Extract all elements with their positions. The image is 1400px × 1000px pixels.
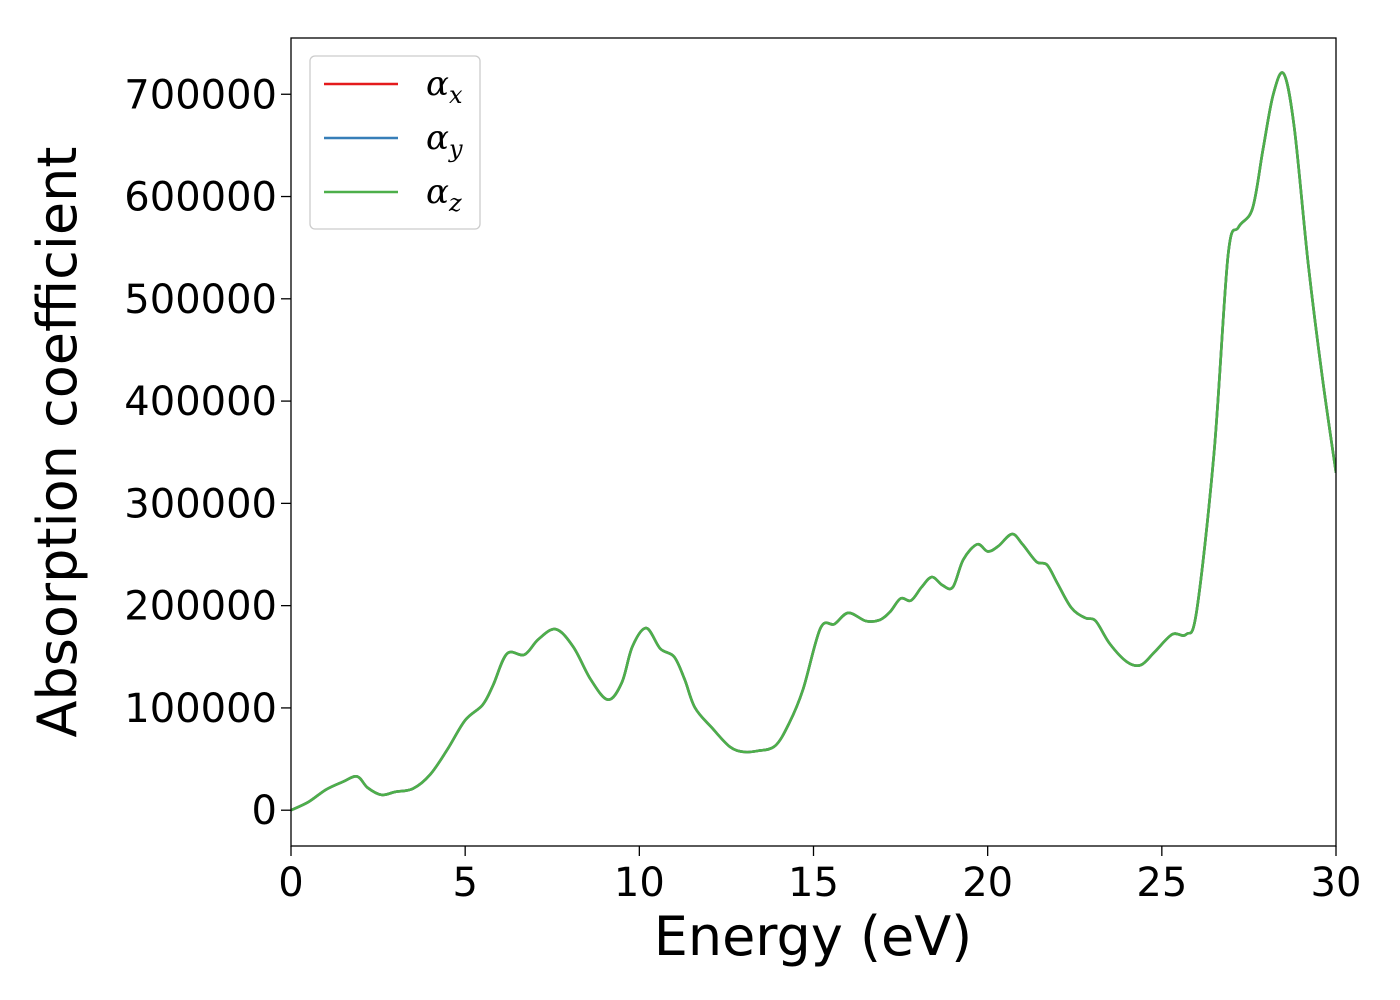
x-tick-label: 15 <box>788 860 839 906</box>
y-tick-label: 600000 <box>124 175 277 221</box>
y-axis-title: Absorption coefficient <box>26 147 89 738</box>
legend-box <box>309 55 481 230</box>
series-line-z <box>291 71 1336 812</box>
y-tick-label: 400000 <box>124 379 277 425</box>
x-axis-title: Energy (eV) <box>654 905 973 968</box>
y-tick-label: 100000 <box>124 686 277 732</box>
x-tick-label: 5 <box>452 860 477 906</box>
legend-label-x: αx <box>426 64 463 109</box>
x-axis: 0 5 10 15 20 25 30 <box>278 846 1361 906</box>
x-tick-label: 0 <box>278 860 303 906</box>
y-tick-label: 0 <box>252 788 277 834</box>
legend: αx αy αz <box>309 55 481 230</box>
y-tick-label: 200000 <box>124 584 277 630</box>
y-tick-label: 300000 <box>124 481 277 527</box>
legend-label-z: αz <box>426 172 462 217</box>
x-tick-label: 30 <box>1311 860 1362 906</box>
x-tick-label: 10 <box>614 860 665 906</box>
y-tick-label: 500000 <box>124 277 277 323</box>
y-tick-label: 700000 <box>124 72 277 118</box>
series-layer <box>291 71 1336 812</box>
x-tick-label: 20 <box>962 860 1013 906</box>
x-tick-label: 25 <box>1136 860 1187 906</box>
y-axis: 0 100000 200000 300000 400000 500000 600000 700… <box>124 72 291 834</box>
legend-label-y: αy <box>426 118 463 163</box>
